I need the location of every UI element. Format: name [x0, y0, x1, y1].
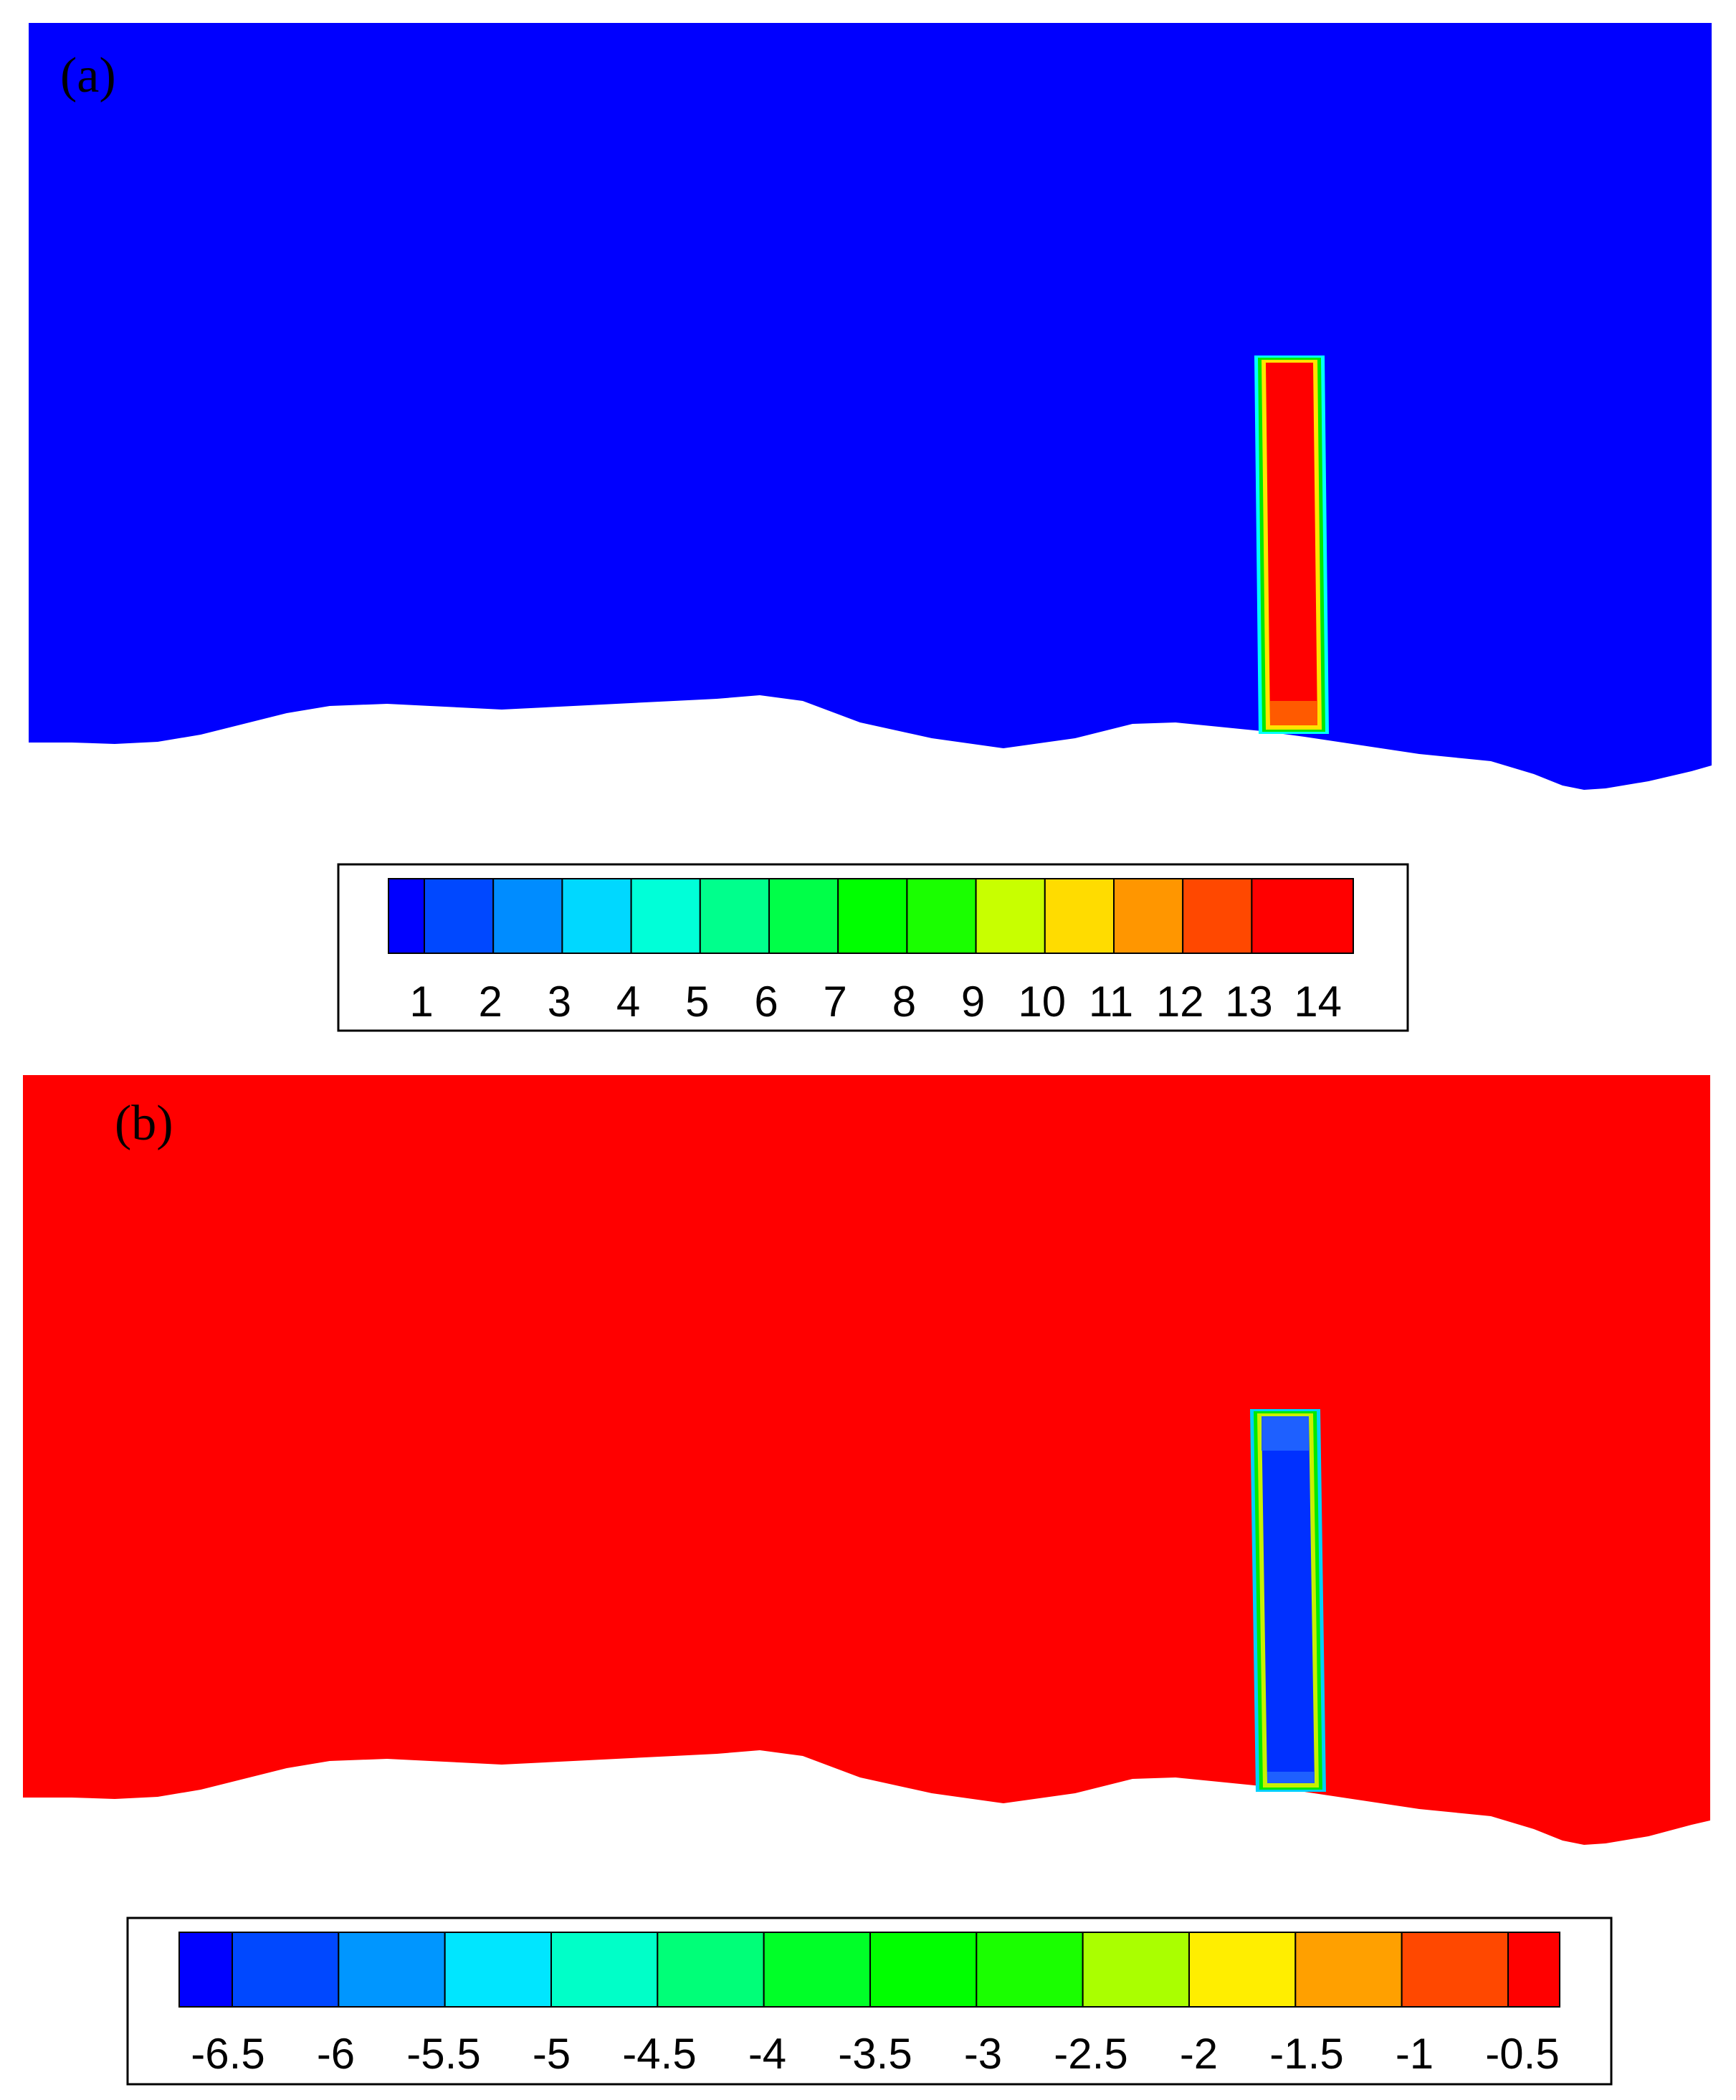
panel-label-b: (b) — [115, 1096, 173, 1151]
colorbar-b-cell — [657, 1932, 765, 2008]
colorbar-b-tick-label: -5 — [533, 2030, 571, 2078]
contour-field-b — [23, 1075, 1710, 1845]
colorbar-a-tick-label: 8 — [892, 978, 916, 1026]
colorbar-b-tick-label: -4 — [748, 2030, 786, 2078]
colorbar-b-tick-label: -1 — [1396, 2030, 1434, 2078]
colorbar-b-cell — [550, 1932, 659, 2008]
colorbar-b-cell — [178, 1932, 233, 2008]
colorbar-a-tick-label: 12 — [1156, 978, 1204, 1026]
colorbar-b-cell — [1401, 1932, 1509, 2008]
colorbar-b-tick-label: -1.5 — [1269, 2030, 1343, 2078]
colorbar-a-tick-label: 4 — [616, 978, 640, 1026]
colorbar-a-tick-label: 11 — [1089, 978, 1133, 1026]
colorbar-a-cell — [1182, 878, 1253, 954]
colorbar-b-cell — [1507, 1932, 1560, 2008]
colorbar-b-cell — [1188, 1932, 1297, 2008]
colorbar-b-cell — [338, 1932, 446, 2008]
panel-a: (a) 1 2 3 4 5 6 7 8 9 10 11 12 13 14 — [29, 23, 1712, 1032]
pillar-b-core — [1262, 1416, 1315, 1783]
pillar-a-core — [1266, 363, 1317, 725]
colorbar-a-cell — [699, 878, 770, 954]
colorbar-a-tick-label: 9 — [961, 978, 985, 1026]
colorbar-b-tick-label: -2 — [1180, 2030, 1218, 2078]
colorbar-a-cell — [424, 878, 495, 954]
colorbar-a-tick-label: 7 — [824, 978, 847, 1026]
pillar-a-base — [1270, 701, 1317, 725]
colorbar-b-tick-label: -6 — [317, 2030, 355, 2078]
colorbar-a-cell — [768, 878, 839, 954]
colorbar-a-tick-label: 3 — [548, 978, 571, 1026]
colorbar-a-cell — [1251, 878, 1355, 954]
colorbar-a-tick-label: 2 — [479, 978, 502, 1026]
pillar-a — [1254, 355, 1329, 734]
colorbar-b-tick-label: -2.5 — [1054, 2030, 1127, 2078]
pillar-b — [1250, 1409, 1326, 1792]
colorbar-b-cell — [1082, 1932, 1190, 2008]
colorbar-b-tick-label: -3.5 — [838, 2030, 912, 2078]
colorbar-b-cell — [444, 1932, 553, 2008]
colorbar-b-tick-label: -5.5 — [406, 2030, 480, 2078]
contour-field-a — [29, 23, 1712, 790]
panel-b: (b) -6.5 -6 -5.5 -5 -4.5 -4 -3.5 -3 -2.5 -2 -1.5 -1… — [23, 1075, 1710, 2086]
colorbar-a-cell — [906, 878, 977, 954]
colorbar-b-tick-label: -3 — [964, 2030, 1002, 2078]
colorbar-a-cell — [561, 878, 632, 954]
colorbar-a-tick-label: 10 — [1018, 978, 1066, 1026]
colorbar-b-cell — [1294, 1932, 1403, 2008]
colorbar-a: 1 2 3 4 5 6 7 8 9 10 11 12 13 14 — [337, 863, 1409, 1032]
panel-label-a: (a) — [60, 48, 116, 103]
colorbar-a-tick-label: 6 — [754, 978, 778, 1026]
colorbar-a-cell — [975, 878, 1046, 954]
pillar-b-top — [1262, 1416, 1309, 1451]
pillar-b-base — [1267, 1772, 1315, 1783]
colorbar-a-tick-label: 13 — [1225, 978, 1273, 1026]
colorbar-a-cell — [1044, 878, 1115, 954]
colorbar-a-cell — [492, 878, 563, 954]
colorbar-b-tick-label: -4.5 — [622, 2030, 696, 2078]
colorbar-a-cell — [1113, 878, 1184, 954]
colorbar-b-tick-label: -0.5 — [1485, 2030, 1559, 2078]
colorbar-b-tick-label: -6.5 — [191, 2030, 264, 2078]
colorbar-b-cell — [763, 1932, 871, 2008]
colorbar-a-cell — [837, 878, 908, 954]
colorbar-a-tick-label: 14 — [1294, 978, 1342, 1026]
colorbar-b: -6.5 -6 -5.5 -5 -4.5 -4 -3.5 -3 -2.5 -2 -1.5 -1 -0.5 — [126, 1917, 1613, 2086]
colorbar-b-cell — [232, 1932, 340, 2008]
colorbar-b-cell — [869, 1932, 978, 2008]
colorbar-a-tick-label: 1 — [409, 978, 433, 1026]
colorbar-b-cell — [976, 1932, 1084, 2008]
colorbar-a-tick-label: 5 — [685, 978, 709, 1026]
colorbar-a-cell — [630, 878, 701, 954]
colorbar-a-cell — [388, 878, 425, 954]
